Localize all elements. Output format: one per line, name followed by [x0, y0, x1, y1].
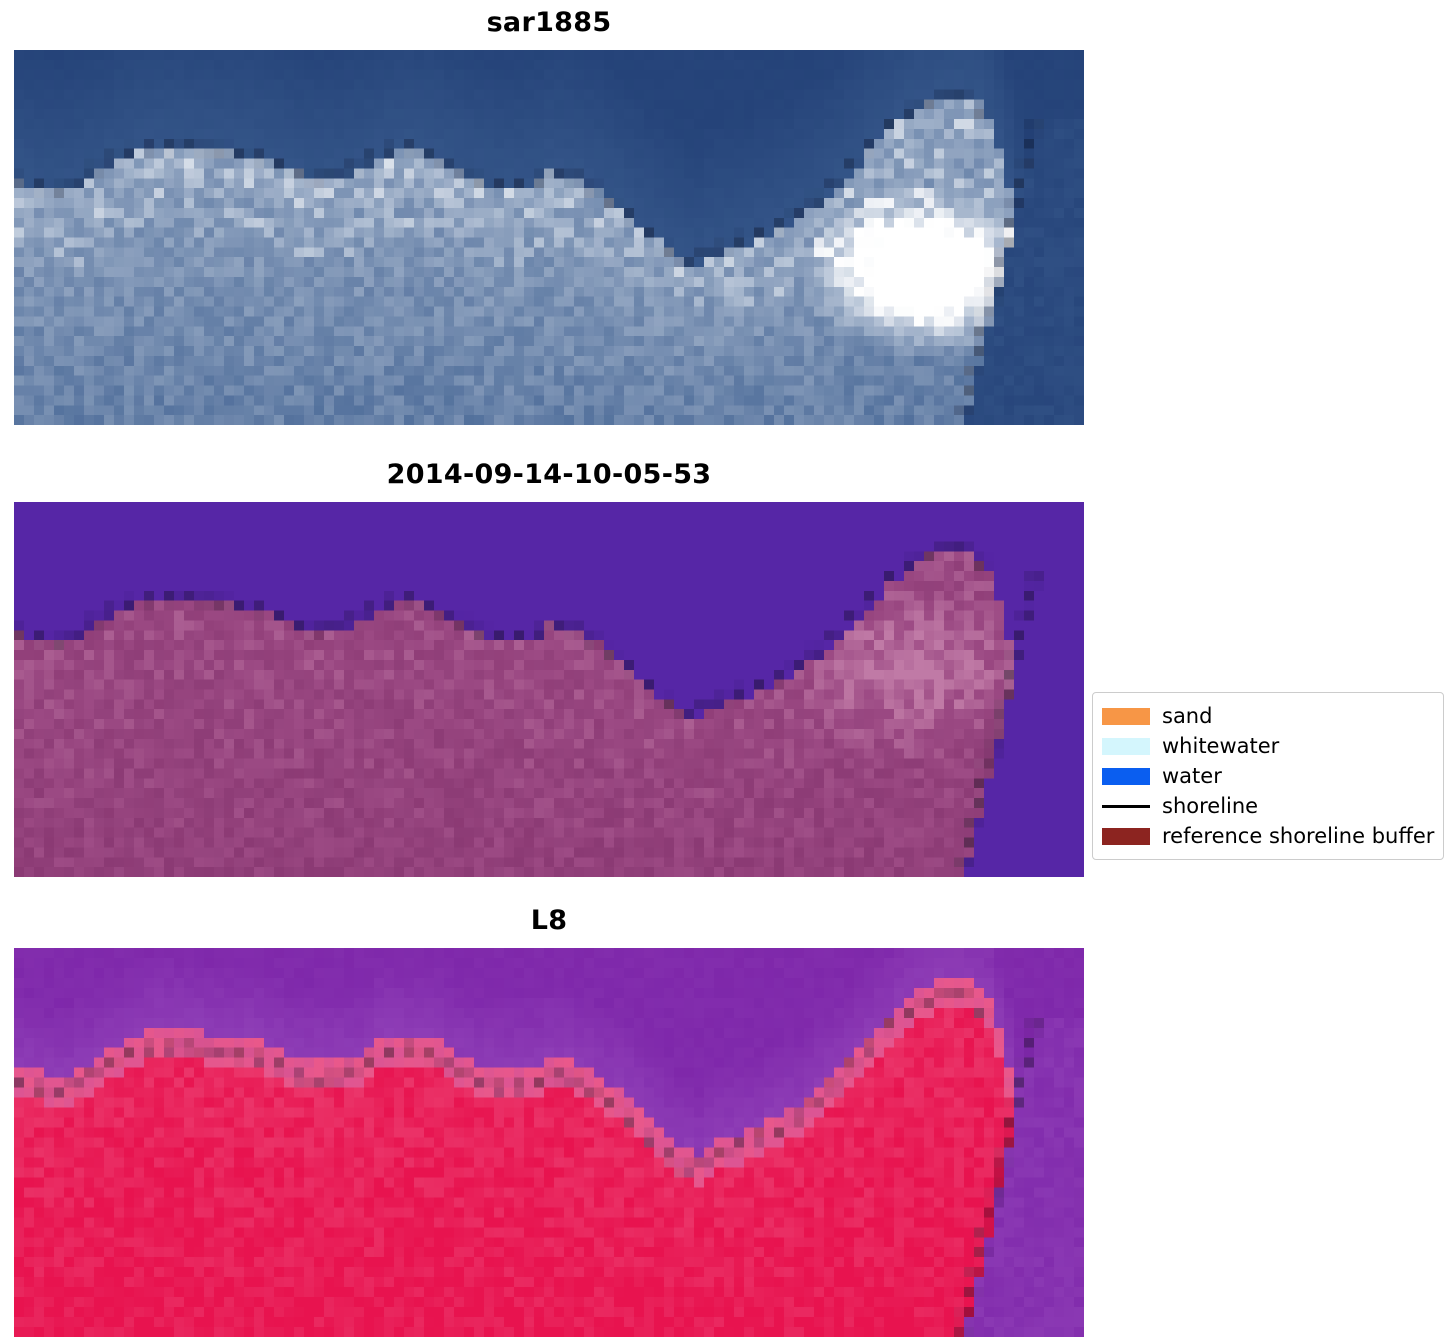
legend-label-sand: sand [1162, 704, 1213, 728]
legend-item-sand[interactable]: sand [1102, 701, 1434, 731]
image-panel-sar[interactable] [14, 50, 1084, 425]
sand-swatch-icon [1102, 707, 1150, 725]
panel-title-sar: sar1885 [486, 7, 612, 38]
shoreline-line-icon [1102, 798, 1150, 815]
water-swatch-icon [1102, 767, 1150, 785]
classified-image-l8 [14, 948, 1084, 1337]
legend-item-water[interactable]: water [1102, 761, 1434, 791]
satellite-image-sar [14, 50, 1084, 425]
image-panel-date[interactable] [14, 502, 1084, 877]
panel-title-l8: L8 [530, 905, 568, 936]
image-panel-l8[interactable] [14, 948, 1084, 1337]
whitewater-swatch-icon [1102, 737, 1150, 755]
legend-label-whitewater: whitewater [1162, 734, 1280, 758]
legend-item-reference-shoreline-buffer[interactable]: reference shoreline buffer [1102, 821, 1434, 851]
legend-label-reference-shoreline-buffer: reference shoreline buffer [1162, 824, 1435, 848]
panel-title-date: 2014-09-14-10-05-53 [386, 459, 712, 490]
legend: sand whitewater water shoreline referenc… [1092, 692, 1445, 860]
classified-image-date [14, 502, 1084, 877]
legend-item-shoreline[interactable]: shoreline [1102, 791, 1434, 821]
legend-label-water: water [1162, 764, 1222, 788]
legend-item-whitewater[interactable]: whitewater [1102, 731, 1434, 761]
legend-label-shoreline: shoreline [1162, 794, 1259, 818]
reference-shoreline-buffer-swatch-icon [1102, 827, 1150, 845]
